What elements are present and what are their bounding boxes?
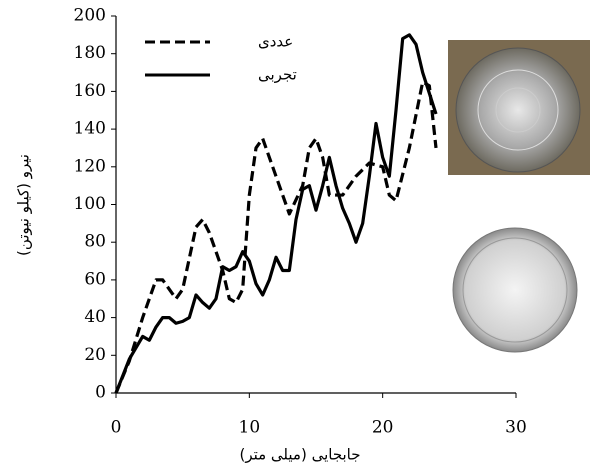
x-tick-label: 0	[111, 418, 122, 438]
data-line	[116, 35, 436, 393]
photo-specimen	[456, 48, 580, 172]
y-tick-label: 80	[84, 232, 106, 252]
data-line	[116, 82, 436, 393]
x-axis-label: جابجایی (میلی متر)	[239, 446, 360, 464]
x-tick-label: 30	[505, 418, 527, 438]
y-tick-label: 60	[84, 269, 106, 289]
y-tick-label: 0	[95, 383, 106, 403]
x-tick-label: 20	[372, 418, 394, 438]
x-tick-label: 10	[239, 418, 261, 438]
legend-label: عددی	[258, 33, 293, 51]
y-tick-label: 180	[74, 43, 106, 63]
y-tick-label: 20	[84, 345, 106, 365]
y-axis-label: نیرو (کیلو نیوتن)	[15, 154, 33, 256]
y-tick-label: 140	[74, 119, 106, 139]
legend-label: تجربی	[258, 66, 297, 84]
y-tick-label: 120	[74, 156, 106, 176]
model-specimen	[453, 228, 577, 352]
chart: جابجایی (میلی متر) نیرو (کیلو نیوتن) 0 20…	[0, 0, 591, 470]
y-tick-label: 100	[74, 194, 106, 214]
y-tick-label: 200	[74, 6, 106, 26]
y-tick-label: 160	[74, 81, 106, 101]
y-tick-label: 40	[84, 307, 106, 327]
